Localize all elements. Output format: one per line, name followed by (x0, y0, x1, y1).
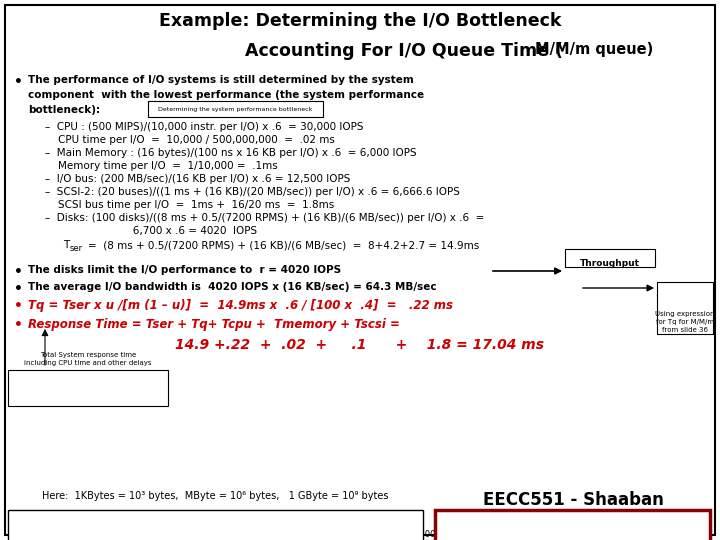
Text: M/M/m queue): M/M/m queue) (535, 42, 653, 57)
Bar (8, 370, 168, 406)
Text: –  Disks: (100 disks)/((8 ms + 0.5/(7200 RPMS) + (16 KB)/(6 MB/sec)) per I/O) x : – Disks: (100 disks)/((8 ms + 0.5/(7200 … (45, 213, 485, 223)
Text: •: • (14, 299, 23, 313)
Text: ser: ser (70, 244, 83, 253)
Text: The average I/O bandwidth is  4020 IOPS x (16 KB/sec) = 64.3 MB/sec: The average I/O bandwidth is 4020 IOPS x… (28, 282, 436, 292)
Bar (148, 101, 323, 117)
Text: EECC551 - Shaaban: EECC551 - Shaaban (482, 491, 663, 509)
Text: Response Time = Tser + Tq+ Tcpu +  Tmemory + Tscsi =: Response Time = Tser + Tq+ Tcpu + Tmemor… (28, 318, 400, 331)
Text: •: • (14, 282, 23, 296)
Text: •: • (14, 318, 23, 332)
Text: SCSI bus time per I/O  =  1ms +  16/20 ms  =  1.8ms: SCSI bus time per I/O = 1ms + 16/20 ms =… (45, 200, 334, 210)
Text: –  I/O bus: (200 MB/sec)/(16 KB per I/O) x .6 = 12,500 IOPS: – I/O bus: (200 MB/sec)/(16 KB per I/O) … (45, 174, 351, 184)
Bar (565, 249, 655, 267)
Text: •: • (14, 75, 23, 89)
Text: Total System response time
including CPU time and other delays: Total System response time including CPU… (24, 352, 152, 366)
Text: •: • (14, 265, 23, 279)
Text: Here:  1KBytes = 10³ bytes,  MByte = 10⁶ bytes,   1 GByte = 10⁹ bytes: Here: 1KBytes = 10³ bytes, MByte = 10⁶ b… (42, 491, 388, 501)
Text: –  Main Memory : (16 bytes)/(100 ns x 16 KB per I/O) x .6  = 6,000 IOPS: – Main Memory : (16 bytes)/(100 ns x 16 … (45, 148, 417, 158)
Text: 6,700 x .6 = 4020  IOPS: 6,700 x .6 = 4020 IOPS (45, 226, 257, 236)
Text: Example: Determining the I/O Bottleneck: Example: Determining the I/O Bottleneck (159, 12, 561, 30)
Text: Using expression
for Tq for M/M/m
from slide 36: Using expression for Tq for M/M/m from s… (655, 311, 715, 333)
Bar (657, 282, 713, 334)
Text: =  (8 ms + 0.5/(7200 RPMS) + (16 KB)/(6 MB/sec)  =  8+4.2+2.7 = 14.9ms: = (8 ms + 0.5/(7200 RPMS) + (16 KB)/(6 M… (88, 240, 480, 250)
Bar (8, 510, 423, 540)
Text: T: T (63, 240, 69, 250)
Text: The performance of I/O systems is still determined by the system: The performance of I/O systems is still … (28, 75, 414, 85)
Text: Memory time per I/O  =  1/10,000 =  .1ms: Memory time per I/O = 1/10,000 = .1ms (45, 161, 278, 171)
Text: –  SCSI-2: (20 buses)/((1 ms + (16 KB)/(20 MB/sec)) per I/O) x .6 = 6,666.6 IOPS: – SCSI-2: (20 buses)/((1 ms + (16 KB)/(2… (45, 187, 460, 197)
Bar (435, 510, 710, 540)
Text: 14.9 +.22  +  .02  +     .1      +    1.8 = 17.04 ms: 14.9 +.22 + .02 + .1 + 1.8 = 17.04 ms (175, 338, 544, 352)
Text: component  with the lowest performance (the system performance: component with the lowest performance (t… (28, 90, 424, 100)
Text: #44   Lec # 9  Spring 2008  4-28-2008: #44 Lec # 9 Spring 2008 4-28-2008 (279, 530, 441, 539)
Text: Accounting For I/O Queue Time (: Accounting For I/O Queue Time ( (245, 42, 563, 60)
Text: Throughput: Throughput (580, 259, 640, 268)
Text: CPU time per I/O  =  10,000 / 500,000,000  =  .02 ms: CPU time per I/O = 10,000 / 500,000,000 … (45, 135, 335, 145)
Text: Determining the system performance bottleneck: Determining the system performance bottl… (158, 106, 312, 111)
Text: –  CPU : (500 MIPS)/(10,000 instr. per I/O) x .6  = 30,000 IOPS: – CPU : (500 MIPS)/(10,000 instr. per I/… (45, 122, 364, 132)
Text: The disks limit the I/O performance to  r = 4020 IOPS: The disks limit the I/O performance to r… (28, 265, 341, 275)
Text: Tq = Tser x u /[m (1 – u)]  =  14.9ms x  .6 / [100 x  .4]  =   .22 ms: Tq = Tser x u /[m (1 – u)] = 14.9ms x .6… (28, 299, 453, 312)
Text: bottleneck):: bottleneck): (28, 105, 100, 115)
